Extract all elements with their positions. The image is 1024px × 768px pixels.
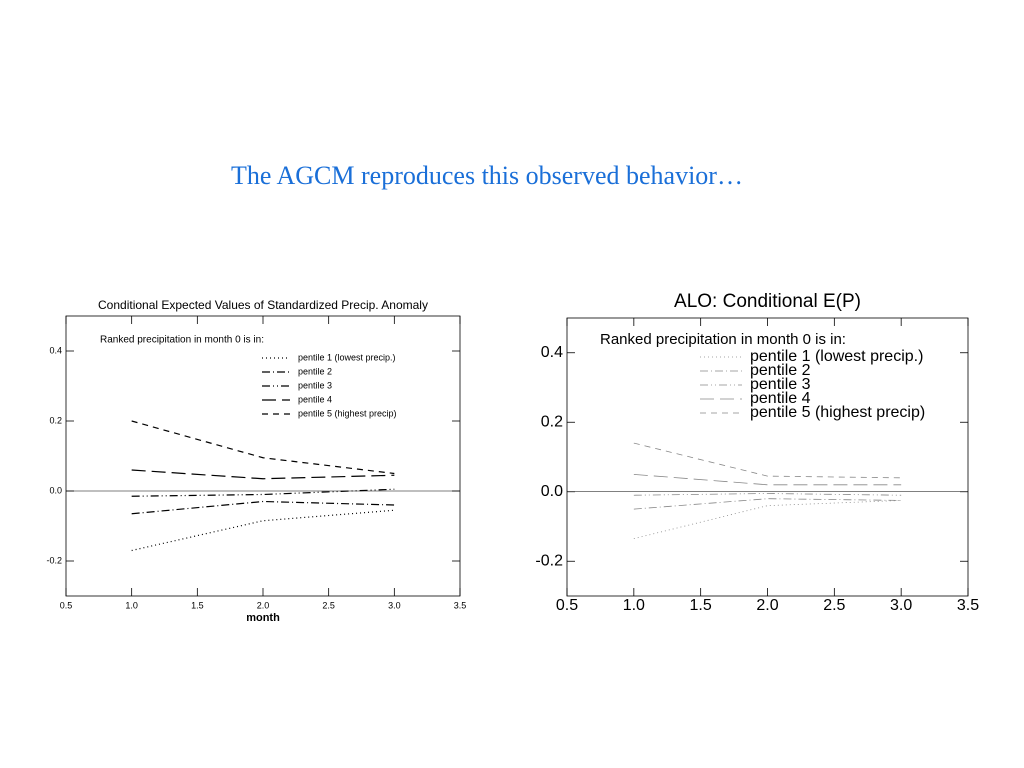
x-tick-label: 3.0 — [388, 600, 401, 610]
series-line — [131, 500, 395, 515]
legend-title: Ranked precipitation in month 0 is in: — [100, 335, 264, 346]
y-tick-label: -0.2 — [46, 555, 62, 565]
slide-title: The AGCM reproduces this observed behavi… — [231, 161, 743, 190]
y-tick-label: -0.2 — [535, 552, 563, 569]
x-tick-label: 2.5 — [823, 597, 845, 614]
x-tick-label: 3.5 — [957, 597, 979, 614]
series-line — [131, 509, 395, 552]
series-line — [131, 488, 395, 497]
x-tick-label: 0.5 — [60, 600, 73, 610]
y-tick-label: 0.4 — [49, 345, 62, 355]
chart-title: Conditional Expected Values of Standardi… — [98, 298, 428, 312]
series-line — [131, 420, 395, 475]
y-tick-label: 0.0 — [49, 485, 62, 495]
x-tick-label: 1.5 — [191, 600, 204, 610]
y-tick-label: 0.2 — [541, 413, 563, 430]
legend-label: pentile 2 — [298, 366, 332, 376]
x-tick-label: 3.5 — [454, 600, 467, 610]
x-tick-label: 3.0 — [890, 597, 912, 614]
x-axis-label: month — [246, 612, 280, 624]
x-tick-label: 1.0 — [125, 600, 138, 610]
legend-title: Ranked precipitation in month 0 is in: — [600, 331, 846, 348]
x-tick-label: 1.5 — [690, 597, 712, 614]
legend-label: pentile 4 — [750, 390, 811, 407]
y-tick-label: 0.0 — [541, 483, 563, 500]
y-tick-label: 0.2 — [49, 415, 62, 425]
series-line — [131, 469, 395, 480]
legend-label: pentile 1 (lowest precip.) — [750, 348, 923, 365]
x-tick-label: 2.0 — [257, 600, 270, 610]
y-tick-label: 0.4 — [541, 344, 563, 361]
legend-label: pentile 5 (highest precip) — [750, 404, 925, 421]
series-line — [633, 500, 902, 540]
x-tick-label: 1.0 — [623, 597, 645, 614]
x-tick-label: 2.5 — [322, 600, 335, 610]
x-tick-label: 2.0 — [756, 597, 778, 614]
legend-label: pentile 5 (highest precip) — [298, 408, 397, 418]
x-tick-label: 0.5 — [556, 597, 578, 614]
legend-label: pentile 3 — [750, 376, 811, 393]
series-line — [633, 498, 902, 510]
legend-label: pentile 1 (lowest precip.) — [298, 352, 396, 362]
chart-title: ALO: Conditional E(P) — [674, 291, 861, 312]
legend-label: pentile 2 — [750, 362, 811, 379]
series-line — [633, 493, 902, 496]
series-line — [633, 442, 902, 479]
series-line — [633, 473, 902, 486]
legend-label: pentile 3 — [298, 380, 332, 390]
legend-label: pentile 4 — [298, 394, 332, 404]
